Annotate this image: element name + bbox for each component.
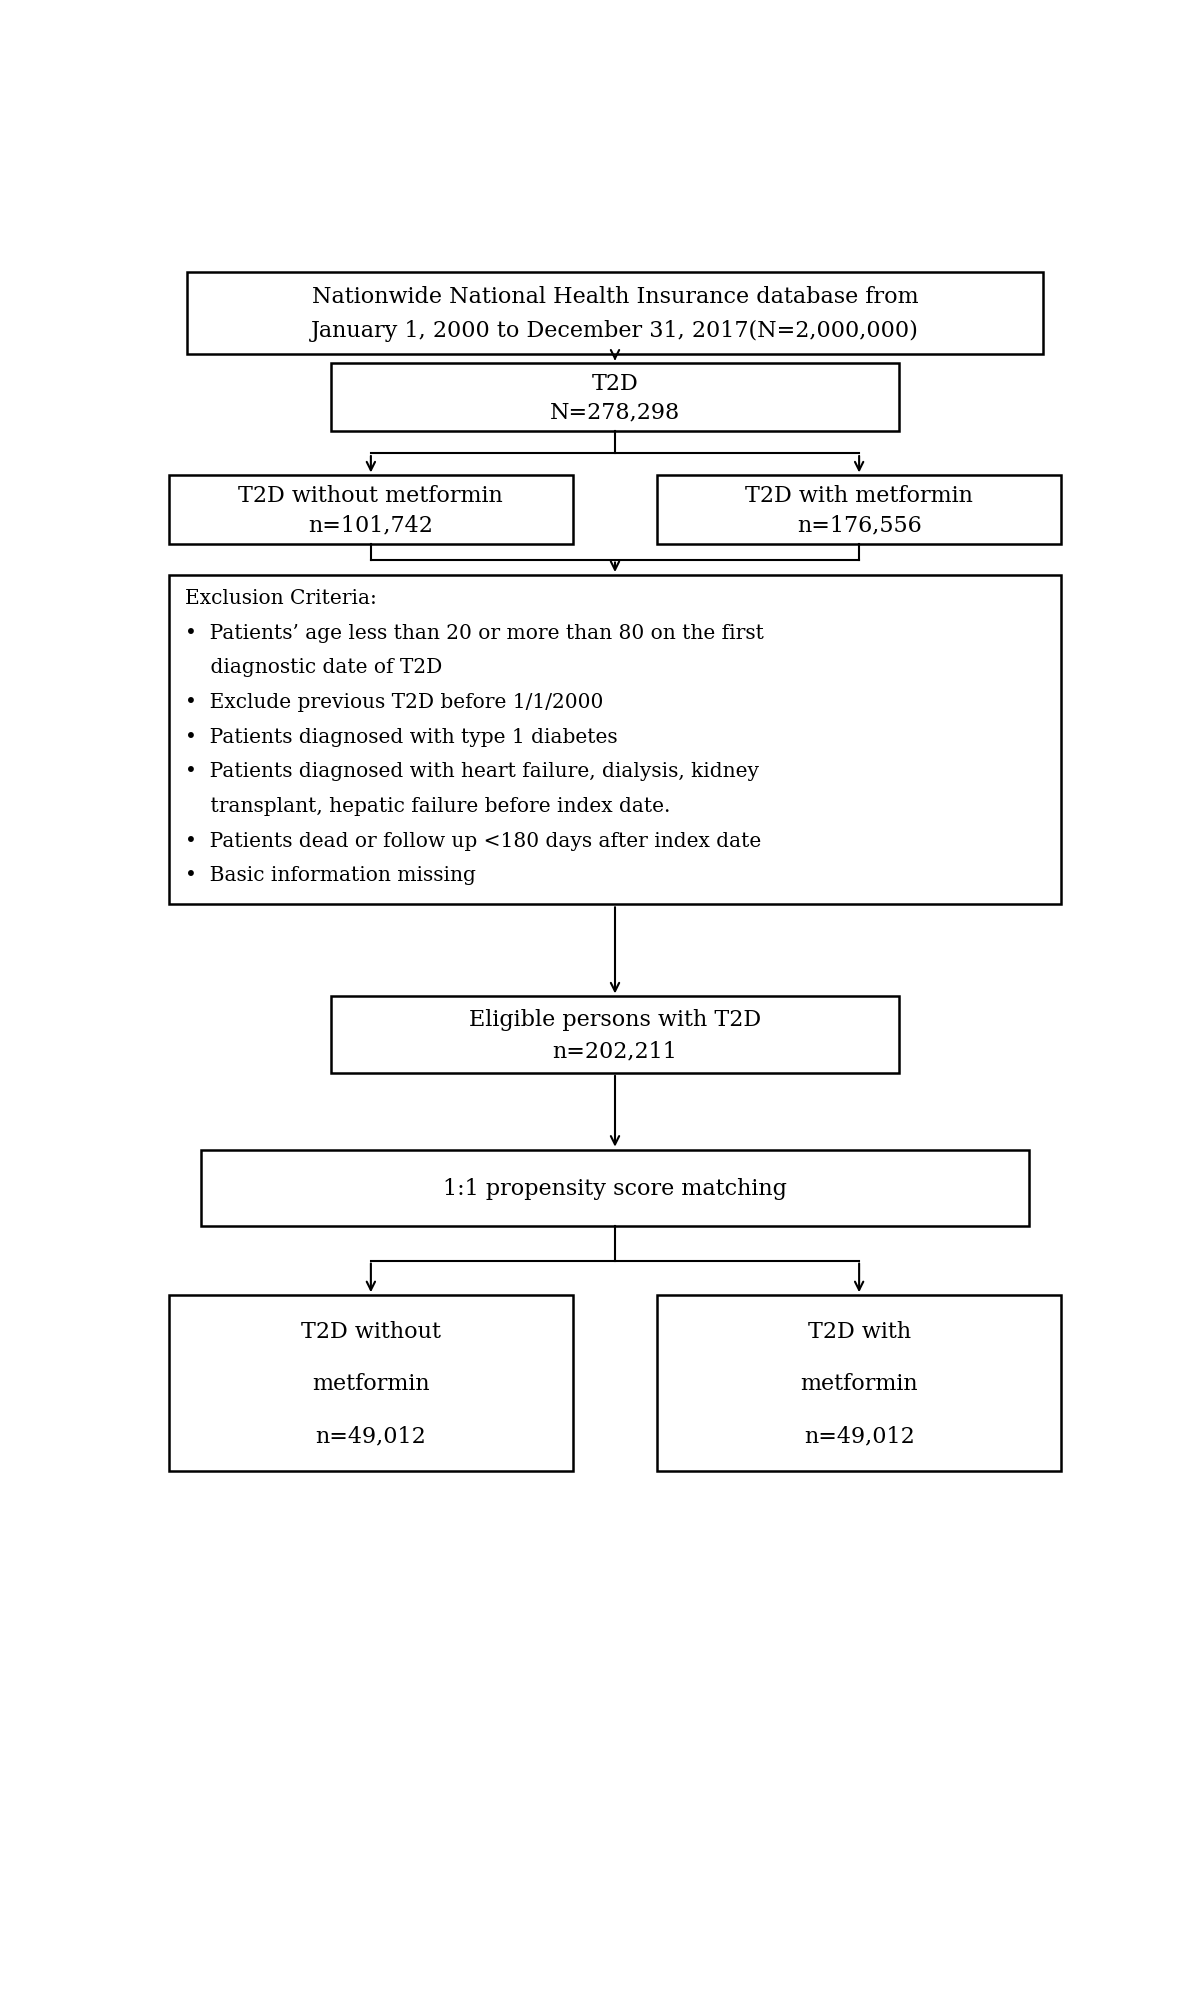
Text: N=278,298: N=278,298 (550, 402, 680, 424)
Text: T2D without metformin: T2D without metformin (239, 485, 503, 507)
Text: transplant, hepatic failure before index date.: transplant, hepatic failure before index… (185, 798, 671, 815)
Text: •  Patients dead or follow up <180 days after index date: • Patients dead or follow up <180 days a… (185, 831, 762, 849)
Bar (202, 1150, 1028, 1227)
Text: •  Basic information missing: • Basic information missing (185, 865, 476, 885)
Text: Exclusion Criteria:: Exclusion Criteria: (185, 589, 377, 609)
Text: n=49,012: n=49,012 (316, 1424, 426, 1446)
Bar (656, 475, 1062, 545)
Text: n=49,012: n=49,012 (804, 1424, 914, 1446)
Text: n=176,556: n=176,556 (797, 513, 922, 535)
Text: •  Patients diagnosed with type 1 diabetes: • Patients diagnosed with type 1 diabete… (185, 728, 618, 746)
Text: •  Exclude previous T2D before 1/1/2000: • Exclude previous T2D before 1/1/2000 (185, 692, 604, 712)
Bar (331, 364, 899, 432)
Text: 1:1 propensity score matching: 1:1 propensity score matching (443, 1177, 787, 1199)
Text: •  Patients diagnosed with heart failure, dialysis, kidney: • Patients diagnosed with heart failure,… (185, 762, 760, 782)
Bar (656, 1295, 1062, 1472)
Text: metformin: metformin (312, 1372, 430, 1394)
Text: n=202,211: n=202,211 (552, 1040, 678, 1062)
Bar (168, 1295, 574, 1472)
Text: T2D with: T2D with (808, 1321, 911, 1343)
Text: T2D with metformin: T2D with metformin (745, 485, 973, 507)
Text: metformin: metformin (800, 1372, 918, 1394)
Text: January 1, 2000 to December 31, 2017(N=2,000,000): January 1, 2000 to December 31, 2017(N=2… (311, 320, 919, 342)
Text: diagnostic date of T2D: diagnostic date of T2D (185, 658, 443, 676)
Text: Nationwide National Health Insurance database from: Nationwide National Health Insurance dat… (312, 286, 918, 308)
Text: Eligible persons with T2D: Eligible persons with T2D (469, 1008, 761, 1030)
Text: •  Patients’ age less than 20 or more than 80 on the first: • Patients’ age less than 20 or more tha… (185, 623, 764, 642)
Bar (331, 996, 899, 1074)
Bar (187, 272, 1043, 356)
Text: n=101,742: n=101,742 (308, 513, 433, 535)
Text: T2D without: T2D without (301, 1321, 440, 1343)
Bar (168, 575, 1061, 905)
Text: T2D: T2D (592, 372, 638, 396)
Bar (168, 475, 574, 545)
